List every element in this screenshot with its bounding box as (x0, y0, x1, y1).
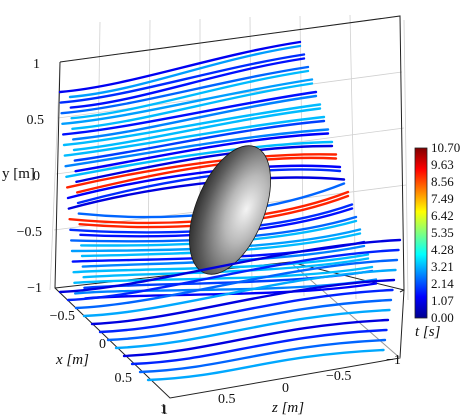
z-tick-label: 1 (160, 402, 167, 417)
streamline (76, 156, 338, 194)
z-axis: 1 0.5 0 −0.5 −1 z [m] (160, 353, 401, 417)
y-axis: 1 0.5 0 −0.5 −1 y [m] (2, 57, 44, 296)
colorbar-gradient (414, 147, 428, 319)
colorbar-tick-label: 0.00 (431, 310, 454, 325)
streamline (72, 94, 318, 141)
streamline (72, 107, 322, 152)
streamline (66, 248, 400, 302)
z-axis-label: z [m] (271, 400, 304, 416)
y-axis-label: y [m] (2, 166, 35, 182)
streamline (63, 115, 326, 157)
streamline (114, 308, 391, 350)
x-axis-label: x [m] (55, 352, 89, 368)
y-tick-label: 1 (33, 57, 40, 72)
ellipsoid-body (189, 145, 271, 275)
colorbar: 10.70 9.63 8.56 7.49 6.42 5.35 4.28 3.21 2.14 1.0… (414, 140, 460, 340)
streamline (74, 132, 330, 173)
y-tick-label: −0.5 (17, 225, 42, 240)
colorbar-ticks: 10.70 9.63 8.56 7.49 6.42 5.35 4.28 3.21 2.14 1.0… (431, 140, 460, 325)
streamline (106, 298, 393, 342)
x-tick-label: 1 (161, 403, 168, 417)
colorbar-tick-label: 1.07 (431, 293, 454, 308)
x-tick-label: −0.5 (50, 309, 75, 324)
streamline (74, 258, 399, 310)
streamline (130, 328, 388, 366)
y-tick-label: 0 (33, 169, 40, 184)
y-tick-label: 0.5 (27, 113, 45, 128)
streamline (62, 103, 322, 147)
streamline (122, 318, 390, 358)
colorbar-tick-label: 9.63 (431, 157, 454, 172)
streamlines-front (58, 238, 402, 382)
x-tick-label: 0.5 (115, 371, 133, 386)
streamline (73, 265, 374, 284)
streamline (138, 338, 387, 374)
x-tick-label: 0 (99, 337, 106, 352)
streamline (58, 238, 402, 294)
streamline (58, 40, 302, 94)
y-tick-label: −1 (27, 281, 42, 296)
colorbar-tick-label: 8.56 (431, 174, 454, 189)
streamline (70, 69, 310, 120)
streamline (75, 144, 334, 183)
colorbar-tick-label: 4.28 (431, 242, 454, 257)
streamline (59, 53, 306, 104)
z-tick-label: 0.5 (218, 392, 236, 407)
streamline (68, 44, 302, 99)
streamline (73, 119, 326, 162)
streamline (65, 140, 334, 178)
colorbar-tick-label: 5.35 (431, 225, 454, 240)
streamline (82, 268, 397, 318)
z-tick-label: 0 (282, 381, 289, 396)
streamline (76, 168, 342, 205)
z-tick-label: −1 (386, 353, 401, 368)
streamline (90, 278, 396, 326)
streamline (66, 153, 338, 189)
colorbar-tick-label: 3.21 (431, 259, 454, 274)
streamline (66, 164, 342, 200)
streamline (69, 57, 306, 109)
streamline (98, 288, 394, 334)
streamline (61, 78, 314, 125)
streamline (60, 65, 310, 115)
colorbar-label: t [s] (415, 324, 441, 340)
colorbar-tick-label: 6.42 (431, 208, 454, 223)
streamline (64, 128, 330, 168)
x-axis: −0.5 0 0.5 1 x [m] (50, 309, 168, 417)
colorbar-tick-label: 10.70 (431, 140, 460, 155)
streamline (67, 176, 346, 210)
colorbar-tick-label: 7.49 (431, 191, 454, 206)
colorbar-tick-label: 2.14 (431, 276, 454, 291)
streamline (71, 82, 314, 130)
z-tick-label: −0.5 (326, 369, 351, 384)
streamline (146, 348, 385, 382)
streamline (62, 90, 318, 136)
